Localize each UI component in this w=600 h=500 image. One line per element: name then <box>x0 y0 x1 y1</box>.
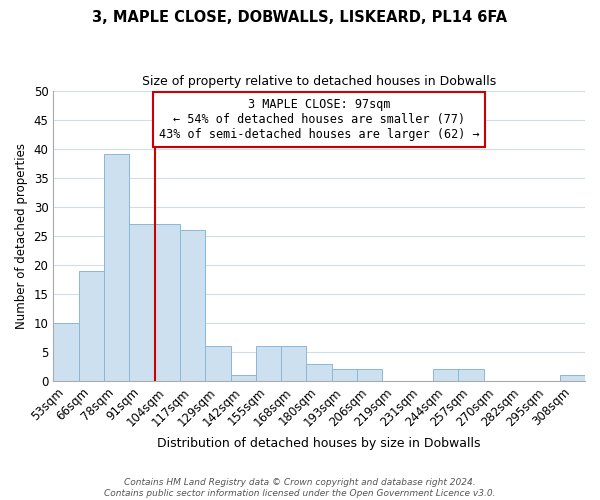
Y-axis label: Number of detached properties: Number of detached properties <box>15 142 28 328</box>
Bar <box>560 375 585 381</box>
Bar <box>79 270 104 381</box>
Bar <box>53 323 79 381</box>
Bar <box>458 370 484 381</box>
Bar <box>205 346 230 381</box>
Bar <box>230 375 256 381</box>
Text: Contains HM Land Registry data © Crown copyright and database right 2024.
Contai: Contains HM Land Registry data © Crown c… <box>104 478 496 498</box>
Bar <box>357 370 382 381</box>
Bar <box>180 230 205 381</box>
Bar <box>332 370 357 381</box>
X-axis label: Distribution of detached houses by size in Dobwalls: Distribution of detached houses by size … <box>157 437 481 450</box>
Bar <box>104 154 129 381</box>
Bar <box>281 346 307 381</box>
Bar <box>129 224 155 381</box>
Bar <box>256 346 281 381</box>
Text: 3 MAPLE CLOSE: 97sqm
← 54% of detached houses are smaller (77)
43% of semi-detac: 3 MAPLE CLOSE: 97sqm ← 54% of detached h… <box>159 98 479 141</box>
Bar <box>155 224 180 381</box>
Title: Size of property relative to detached houses in Dobwalls: Size of property relative to detached ho… <box>142 75 496 88</box>
Text: 3, MAPLE CLOSE, DOBWALLS, LISKEARD, PL14 6FA: 3, MAPLE CLOSE, DOBWALLS, LISKEARD, PL14… <box>92 10 508 25</box>
Bar <box>307 364 332 381</box>
Bar <box>433 370 458 381</box>
